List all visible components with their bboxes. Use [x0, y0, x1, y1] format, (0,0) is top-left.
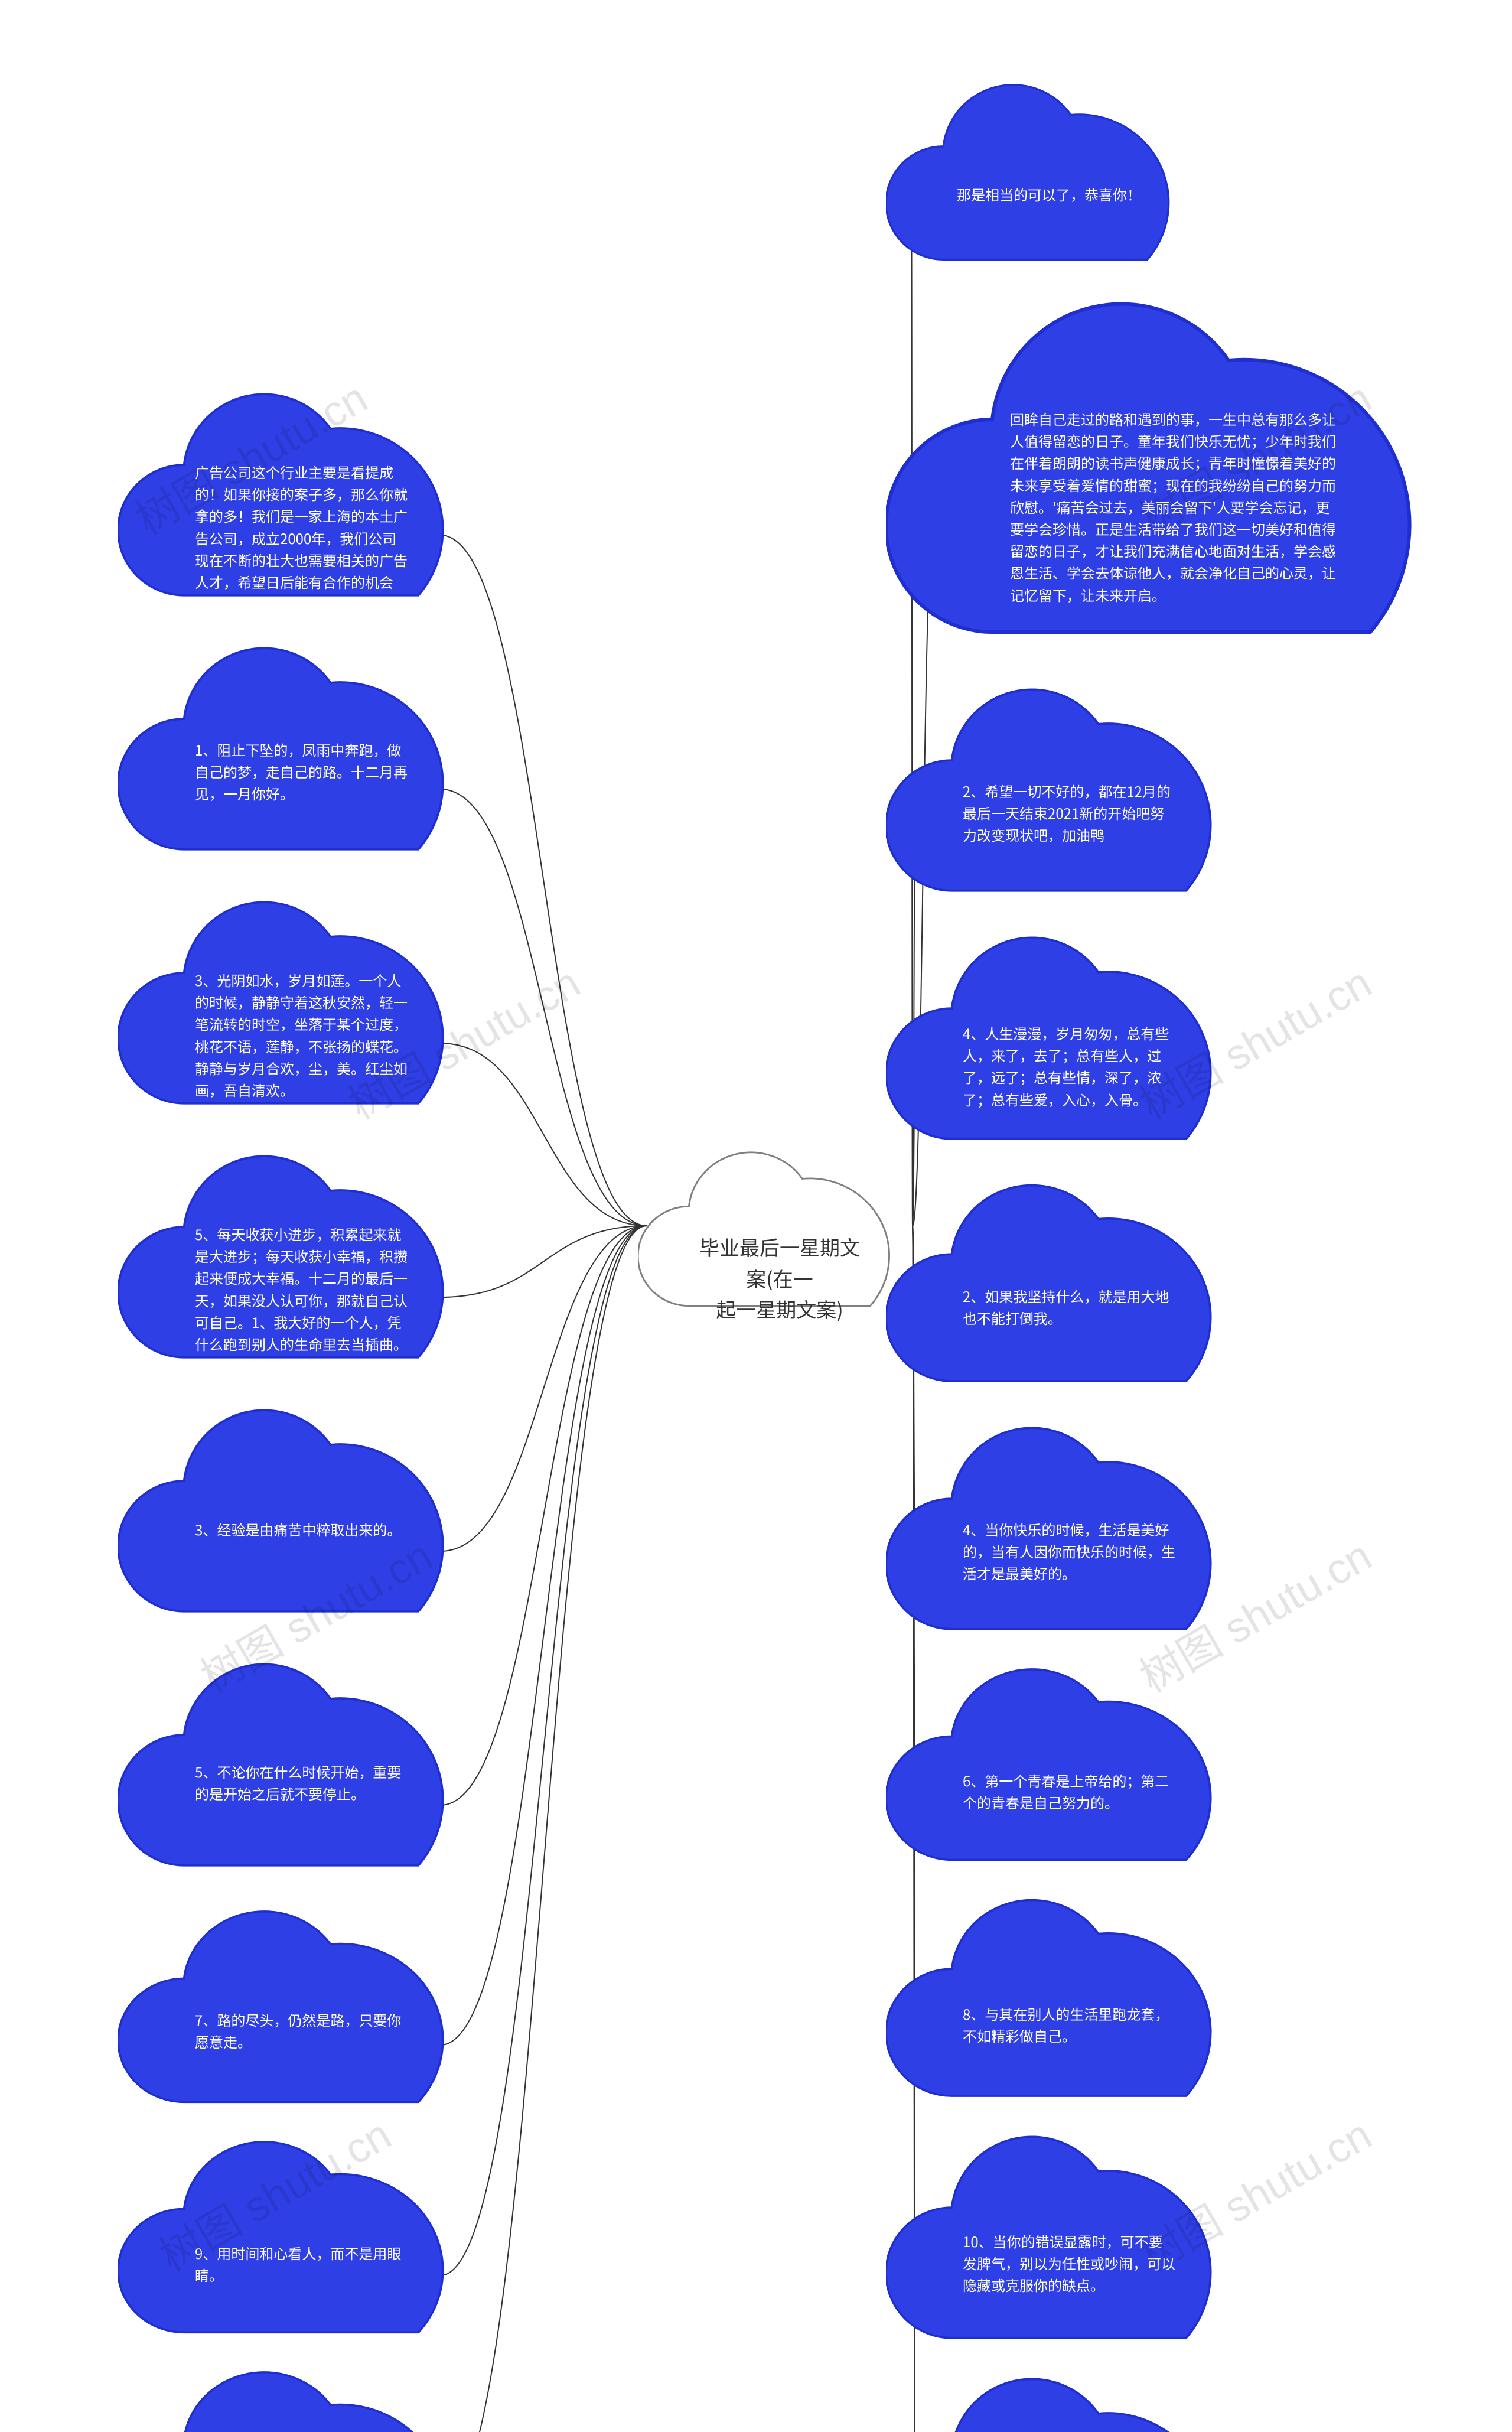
mindmap-node: 那是相当的可以了，恭喜你！ [886, 71, 1205, 266]
node-label: 2、希望一切不好的，都在12月的最后一天结束2021新的开始吧努力改变现状吧，加… [963, 780, 1175, 846]
mindmap-node: 11、没有了爱的语言，所有的文字都是乏味的。 [118, 2357, 484, 2432]
node-label: 8、与其在别人的生活里跑龙套，不如精彩做自己。 [963, 2003, 1175, 2046]
mindmap-node: 2、如果我坚持什么，就是用大地也不能打倒我。 [886, 1170, 1252, 1388]
mindmap-node: 5、每天收获小进步，积累起来就是大进步；每天收获小幸福，积攒起来便成大幸福。十二… [118, 1140, 484, 1365]
cloud-icon [886, 1654, 1252, 1867]
mindmap-node: 回眸自己走过的路和遇到的事，一生中总有那么多让人值得留恋的日子。童年我们快乐无忧… [886, 278, 1477, 644]
node-label: 7、路的尽头，仍然是路，只要你愿意走。 [195, 2008, 408, 2052]
cloud-icon [118, 2127, 484, 2339]
cloud-icon [886, 2363, 1252, 2432]
node-label: 3、经验是由痛苦中粹取出来的。 [195, 1518, 408, 1540]
mindmap-node: 9、用时间和心看人，而不是用眼睛。 [118, 2127, 484, 2339]
center-label: 毕业最后一星期文案(在一 起一星期文案) [691, 1232, 868, 1325]
mindmap-node: 8、与其在别人的生活里跑龙套，不如精彩做自己。 [886, 1884, 1252, 2103]
cloud-icon [118, 1896, 484, 2109]
mindmap-node: 广告公司这个行业主要是看提成的！如果你接的案子多，那么你就拿的多！我们是一家上海… [118, 378, 484, 603]
node-label: 2、如果我坚持什么，就是用大地也不能打倒我。 [963, 1285, 1175, 1329]
center-node: 毕业最后一星期文案(在一 起一星期文案) [638, 1140, 921, 1311]
node-label: 那是相当的可以了，恭喜你！ [957, 183, 1146, 205]
cloud-icon [886, 71, 1205, 266]
mindmap-node: 6、第一个青春是上帝给的；第二个的青春是自己努力的。 [886, 1654, 1252, 1867]
mindmap-node: 7、路的尽头，仍然是路，只要你愿意走。 [118, 1896, 484, 2109]
mindmap-node: 3、经验是由痛苦中粹取出来的。 [118, 1394, 484, 1619]
mindmap-node: 12、就算你留恋开放在水中娇艳的水仙，别忘了山谷中寂寞的角落深处，野百合也有自己… [886, 2363, 1252, 2432]
mindmap-node: 2、希望一切不好的，都在12月的最后一天结束2021新的开始吧努力改变现状吧，加… [886, 673, 1252, 898]
mindmap-stage: 毕业最后一星期文案(在一 起一星期文案) 广告公司这个行业主要是看提成的！如果你接… [0, 0, 1512, 2432]
cloud-icon [118, 1394, 484, 1619]
node-label: 6、第一个青春是上帝给的；第二个的青春是自己努力的。 [963, 1769, 1175, 1813]
node-label: 1、阻止下坠的，凤雨中奔跑，做自己的梦，走自己的路。十二月再见，一月你好。 [195, 738, 408, 805]
mindmap-node: 4、当你快乐的时候，生活是美好的，当有人因你而快乐的时候，生活才是最美好的。 [886, 1412, 1252, 1636]
node-label: 5、不论你在什么时候开始，重要的是开始之后就不要停止。 [195, 1760, 408, 1804]
cloud-icon [886, 1170, 1252, 1388]
mindmap-node: 5、不论你在什么时候开始，重要的是开始之后就不要停止。 [118, 1648, 484, 1873]
mindmap-node: 1、阻止下坠的，凤雨中奔跑，做自己的梦，走自己的路。十二月再见，一月你好。 [118, 632, 484, 857]
cloud-icon [886, 1884, 1252, 2103]
node-label: 9、用时间和心看人，而不是用眼睛。 [195, 2242, 408, 2286]
node-label: 4、当你快乐的时候，生活是美好的，当有人因你而快乐的时候，生活才是最美好的。 [963, 1518, 1175, 1584]
node-label: 10、当你的错误显露时，可不要发脾气，别以为任性或吵闹，可以隐藏或克服你的缺点。 [963, 2230, 1175, 2296]
node-label: 3、光阴如水，岁月如莲。一个人的时候，静静守着这秋安然，轻一笔流转的时空，坐落于… [195, 969, 408, 1101]
mindmap-node: 3、光阴如水，岁月如莲。一个人的时候，静静守着这秋安然，轻一笔流转的时空，坐落于… [118, 886, 484, 1111]
mindmap-node: 10、当你的错误显露时，可不要发脾气，别以为任性或吵闹，可以隐藏或克服你的缺点。 [886, 2121, 1252, 2345]
mindmap-node: 4、人生漫漫，岁月匆匆，总有些人，来了，去了；总有些人，过了，远了；总有些情，深… [886, 922, 1252, 1146]
node-label: 广告公司这个行业主要是看提成的！如果你接的案子多，那么你就拿的多！我们是一家上海… [195, 461, 408, 614]
node-label: 5、每天收获小进步，积累起来就是大进步；每天收获小幸福，积攒起来便成大幸福。十二… [195, 1223, 408, 1355]
cloud-icon [118, 2357, 484, 2432]
node-label: 回眸自己走过的路和遇到的事，一生中总有那么多让人值得留恋的日子。童年我们快乐无忧… [1010, 408, 1341, 605]
node-label: 4、人生漫漫，岁月匆匆，总有些人，来了，去了；总有些人，过了，远了；总有些情，深… [963, 1022, 1175, 1110]
